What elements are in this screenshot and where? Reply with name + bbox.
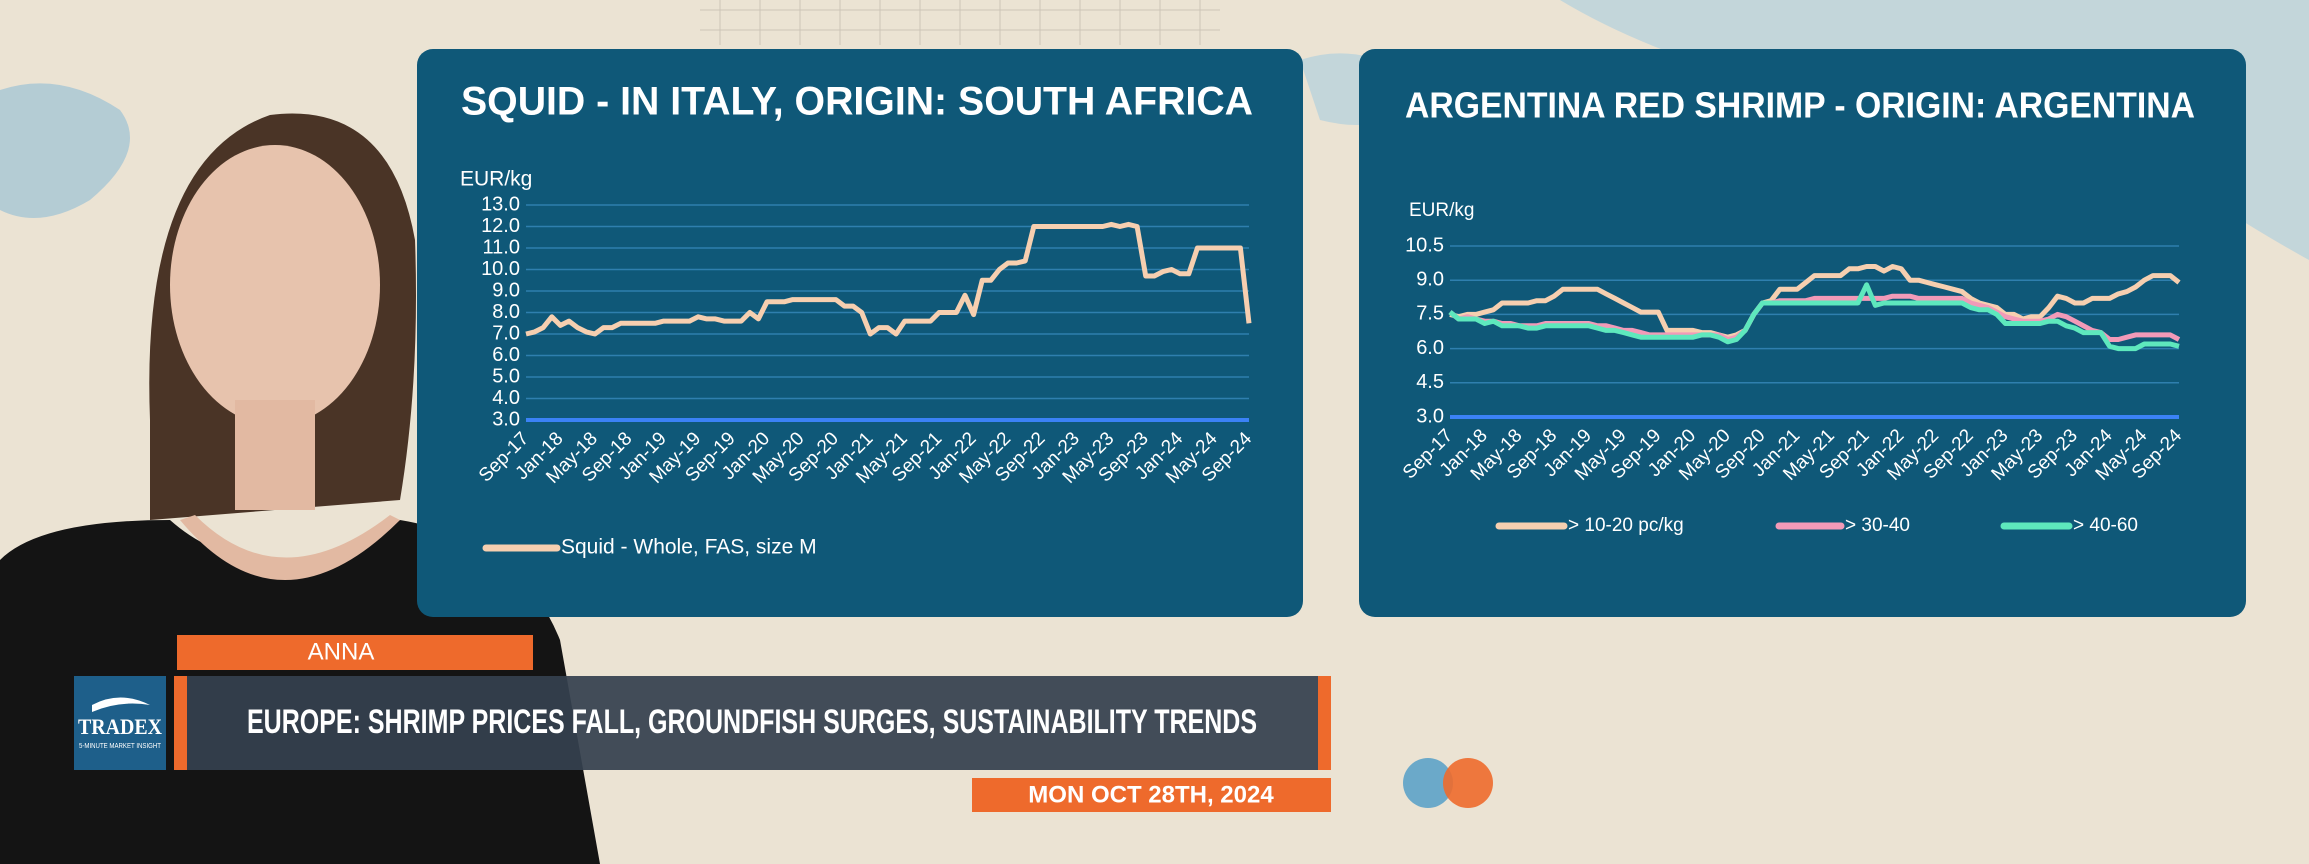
name-bar xyxy=(177,635,533,670)
headline-accent xyxy=(174,676,187,770)
map-shape xyxy=(0,83,130,218)
logo-name: TRADEX xyxy=(78,714,162,739)
y-axis-label: EUR/kg xyxy=(1409,200,1474,221)
y-tick-label: 10.0 xyxy=(481,258,520,280)
y-tick-label: 3.0 xyxy=(492,408,520,430)
series-line xyxy=(525,221,1252,337)
y-tick-label: 6.0 xyxy=(492,344,520,366)
y-tick-label: 11.0 xyxy=(483,236,520,258)
decor-circle xyxy=(1443,758,1493,808)
y-tick-label: 9.0 xyxy=(1416,268,1444,290)
y-tick-label: 12.0 xyxy=(481,215,520,237)
chart-title: SQUID - IN ITALY, ORIGIN: SOUTH AFRICA xyxy=(461,80,1253,124)
date: MON OCT 28TH, 2024 xyxy=(1028,781,1274,808)
series-line xyxy=(1449,264,2181,340)
logo-fish xyxy=(92,697,150,712)
map-grid xyxy=(700,0,1220,45)
y-tick-label: 3.0 xyxy=(1416,405,1444,427)
decor-circle xyxy=(1403,758,1453,808)
chart-panel xyxy=(417,49,1303,617)
logo-box xyxy=(74,676,166,770)
y-tick-label: 6.0 xyxy=(1416,337,1444,359)
y-axis-label: EUR/kg xyxy=(460,168,532,191)
y-tick-label: 7.5 xyxy=(1416,303,1444,325)
chart-title: ARGENTINA RED SHRIMP - ORIGIN: ARGENTINA xyxy=(1405,85,2195,126)
legend-label: > 30-40 xyxy=(1845,515,1910,536)
y-tick-label: 4.0 xyxy=(492,387,520,409)
y-tick-label: 7.0 xyxy=(492,322,520,344)
headline-bar xyxy=(174,676,1331,770)
y-tick-label: 9.0 xyxy=(492,279,520,301)
legend-label: > 10-20 pc/kg xyxy=(1568,515,1684,536)
presenter-name: ANNA xyxy=(308,638,375,665)
y-tick-label: 5.0 xyxy=(492,365,520,387)
headline: EUROPE: SHRIMP PRICES FALL, GROUNDFISH S… xyxy=(247,703,1257,741)
logo-tagline: 5-MINUTE MARKET INSIGHT xyxy=(79,743,162,750)
y-tick-label: 4.5 xyxy=(1416,371,1444,393)
series-line xyxy=(1448,282,2180,352)
date-bar xyxy=(972,778,1331,812)
chart-panel xyxy=(1359,49,2246,617)
y-tick-label: 13.0 xyxy=(481,193,520,215)
y-tick-label: 8.0 xyxy=(492,301,520,323)
legend-label: > 40-60 xyxy=(2073,515,2138,536)
legend-label: Squid - Whole, FAS, size M xyxy=(561,536,817,559)
headline-accent xyxy=(1318,676,1331,770)
y-tick-label: 10.5 xyxy=(1405,234,1444,256)
